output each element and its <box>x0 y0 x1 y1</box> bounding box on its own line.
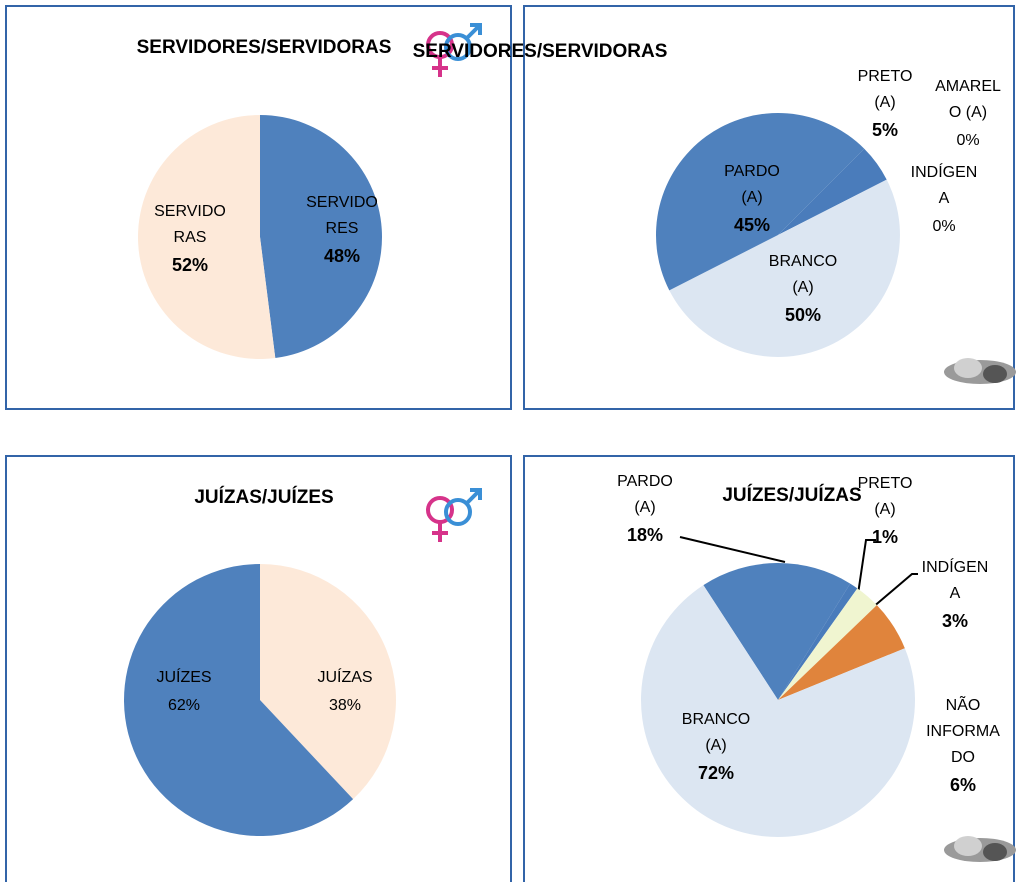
value-label: 18% <box>627 525 663 545</box>
value-label: 0% <box>932 218 955 235</box>
slice-label: PRETO (A) <box>858 68 913 111</box>
slice-label: JUÍZES <box>156 667 211 686</box>
value-label: 6% <box>950 775 976 795</box>
slice-label: PARDO (A) <box>724 163 780 206</box>
slice-label: INDÍGEN A <box>911 162 978 207</box>
slice-label: BRANCO (A) <box>682 711 750 754</box>
pie-slice <box>123 564 354 837</box>
slice-label: SERVIDO RAS <box>154 203 226 246</box>
slice-label: JUÍZAS <box>317 667 372 686</box>
slice-label: AMAREL O (A) <box>935 78 1001 121</box>
value-label: 48% <box>324 246 360 266</box>
value-label: 50% <box>785 305 821 325</box>
value-label: 52% <box>172 255 208 275</box>
slice-label: BRANCO (A) <box>769 253 837 296</box>
leader-line <box>679 536 786 563</box>
pie-slice <box>260 115 382 359</box>
chart-title: SERVIDORES/SERVIDORAS <box>413 41 668 62</box>
pie-slice <box>137 115 276 359</box>
value-label: 0% <box>956 132 979 149</box>
leader-line <box>857 539 876 595</box>
slice-label: SERVIDO RES <box>306 194 378 237</box>
pie-slice <box>778 148 887 235</box>
pie-slice <box>669 179 900 357</box>
chart-title: SERVIDORES/SERVIDORAS <box>137 37 392 58</box>
chart-title: JUÍZES/JUÍZAS <box>722 484 861 506</box>
slice-label: INDÍGEN A <box>922 557 989 602</box>
pie-slice <box>778 583 858 700</box>
value-label: 45% <box>734 215 770 235</box>
value-label: 62% <box>168 697 200 714</box>
chart-title: JUÍZAS/JUÍZES <box>194 486 333 508</box>
hands-icon <box>944 358 1016 862</box>
slice-label: NÃO INFORMA DO <box>926 694 1000 766</box>
value-label: 5% <box>872 120 898 140</box>
pie-slice <box>703 563 851 700</box>
pie-slice <box>641 585 915 837</box>
slice-label: PARDO (A) <box>617 473 673 516</box>
leader-line <box>871 573 918 609</box>
pie-slice <box>778 588 877 700</box>
value-label: 1% <box>872 527 898 547</box>
value-label: 38% <box>329 697 361 714</box>
value-label: 3% <box>942 611 968 631</box>
pie-slice <box>260 564 396 800</box>
value-label: 72% <box>698 763 734 783</box>
slice-label: PRETO (A) <box>858 475 913 518</box>
pie-slice <box>778 605 905 700</box>
gender-icon <box>426 23 482 542</box>
pie-slice <box>655 112 865 291</box>
